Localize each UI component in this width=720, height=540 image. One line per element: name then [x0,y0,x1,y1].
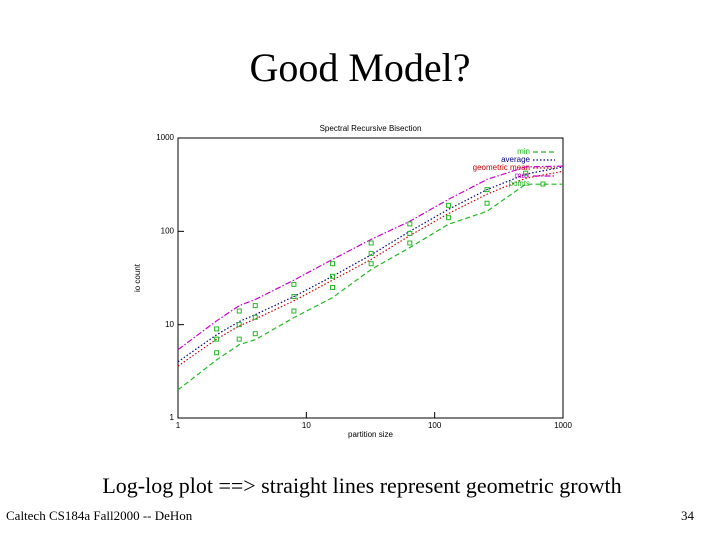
legend-label: points [509,179,530,188]
point [291,294,297,300]
point [445,215,451,221]
point [407,230,413,236]
point [236,322,242,328]
legend-swatch [540,181,546,187]
point [252,303,258,309]
point [407,240,413,246]
plot-frame [177,137,564,419]
x-tick-label: 10 [302,421,311,430]
y-tick-label: 10 [165,320,174,329]
point [252,331,258,337]
chart-title: Spectral Recursive Bisection [320,124,422,133]
point [445,202,451,208]
x-tick-label: 100 [428,421,442,430]
legend-label: max [515,171,530,180]
series-line [177,165,564,351]
point [236,336,242,342]
series-line [177,183,563,391]
x-axis-label: partition size [348,430,393,439]
y-tick-label: 1 [170,413,175,422]
point [330,273,336,279]
x-tick-label: 1 [176,421,181,430]
x-tick-label: 1000 [554,421,572,430]
y-axis-label: io count [133,263,142,292]
series-line [177,170,564,367]
point [330,261,336,267]
point [368,250,374,256]
point [236,308,242,314]
y-tick-label: 1000 [156,133,174,142]
y-tick-label: 100 [161,226,175,235]
point [523,170,529,176]
page-number: 34 [681,508,695,523]
point [484,200,490,206]
slide-title: Good Model? [249,45,470,90]
legend-label: average [501,155,530,164]
point [368,240,374,246]
point [291,281,297,287]
point [214,350,220,356]
point [291,308,297,314]
series-line [177,166,564,363]
caption: Log-log plot ==> straight lines represen… [102,473,621,498]
point [214,336,220,342]
point [407,221,413,227]
point [484,187,490,193]
point [368,261,374,267]
legend-label: geometric mean [473,163,530,172]
point [330,285,336,291]
legend-label: min [517,147,530,156]
point [252,314,258,320]
point [214,326,220,332]
footer: Caltech CS184a Fall2000 -- DeHon [6,508,193,523]
